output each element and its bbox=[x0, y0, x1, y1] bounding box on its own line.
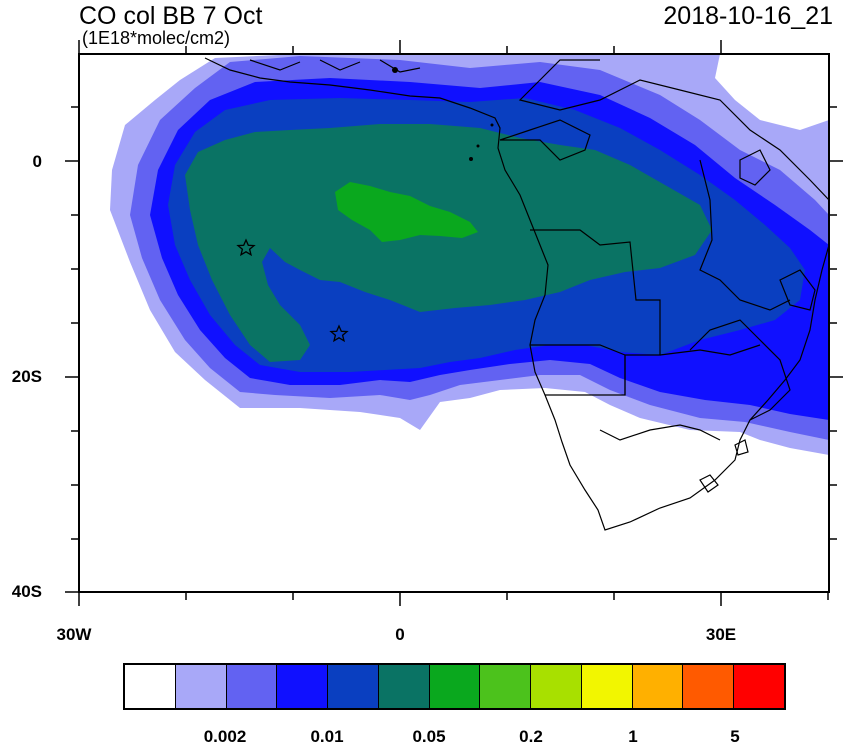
lon-label-30w: 30W bbox=[56, 625, 92, 644]
colorbar bbox=[123, 663, 786, 710]
star-icon bbox=[236, 238, 256, 257]
co-plume-level-6 bbox=[335, 182, 478, 242]
colorbar-box bbox=[226, 665, 278, 708]
lat-label-20s: 20S bbox=[11, 367, 42, 386]
lat-label-0: 0 bbox=[32, 152, 42, 171]
colorbar-box bbox=[328, 665, 379, 708]
colorbar-box bbox=[683, 665, 735, 708]
colorbar-box bbox=[378, 665, 430, 708]
colorbar-label: 0.002 bbox=[203, 727, 247, 746]
colorbar-box bbox=[480, 665, 532, 708]
clear-patch-east bbox=[715, 54, 829, 130]
colorbar-box bbox=[277, 665, 329, 708]
islands bbox=[392, 67, 494, 161]
star-markers bbox=[236, 238, 349, 343]
date-label: 2018-10-16_21 bbox=[663, 2, 833, 30]
lon-label-0: 0 bbox=[395, 625, 405, 644]
star-icon bbox=[329, 324, 349, 343]
axis-ticks bbox=[65, 40, 843, 606]
plot-title: CO col BB 7 Oct bbox=[79, 2, 263, 30]
colorbar-label: 0.2 bbox=[519, 727, 543, 746]
lat-label-40s: 40S bbox=[11, 582, 42, 601]
colorbar-box bbox=[125, 665, 176, 708]
lon-label-30e: 30E bbox=[705, 625, 737, 644]
colorbar-box bbox=[734, 665, 784, 708]
colorbar-box bbox=[632, 665, 684, 708]
units-label: (1E18*molec/cm2) bbox=[82, 28, 231, 48]
colorbar-label: 0.05 bbox=[412, 727, 446, 746]
colorbar-label: 0.01 bbox=[310, 727, 344, 746]
co-plume-level-5 bbox=[185, 124, 712, 362]
colorbar-box bbox=[581, 665, 633, 708]
colorbar-label: 5 bbox=[730, 727, 740, 746]
colorbar-label: 1 bbox=[628, 727, 638, 746]
colorbar-box bbox=[429, 665, 481, 708]
coastlines bbox=[204, 57, 829, 531]
colorbar-box bbox=[531, 665, 582, 708]
colorbar-box bbox=[175, 665, 227, 708]
